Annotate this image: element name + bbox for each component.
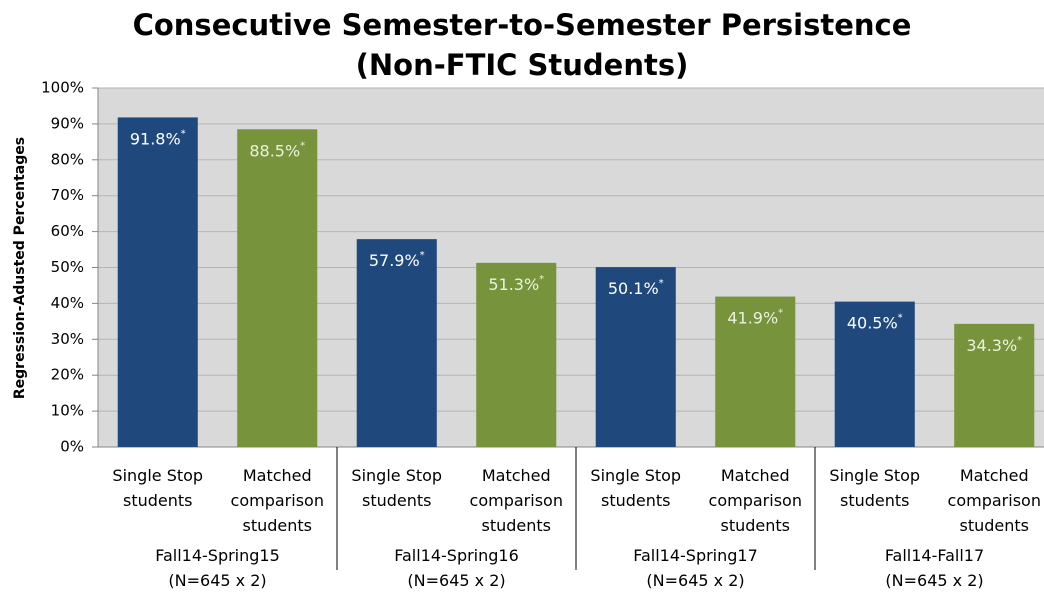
data-label-value: 91.8% [130,129,181,148]
data-label: 57.9%* [369,250,425,270]
y-tick-label: 20% [51,366,84,384]
chart-title: Consecutive Semester-to-Semester Persist… [133,8,912,42]
bar [954,323,1035,447]
data-label-marker: * [778,308,783,319]
data-label: 51.3%* [488,274,544,294]
group-sublabel: (N=645 x 2) [407,571,506,590]
x-tick-label: Matched comparison students [230,466,324,535]
group-sublabel: (N=645 x 2) [646,571,745,590]
bar [595,267,676,447]
data-label: 40.5%* [847,313,903,333]
data-label-marker: * [181,128,186,139]
group-label: Fall14-Spring16 [394,546,519,565]
y-tick-label: 60% [51,222,84,240]
data-label-marker: * [898,313,903,324]
data-label-value: 50.1% [608,279,659,298]
group-label: Fall14-Spring17 [633,546,758,565]
data-label-marker: * [539,274,544,285]
bar [117,117,198,448]
data-label-value: 51.3% [488,274,539,293]
data-label: 34.3%* [966,335,1022,355]
group-label: Fall14-Spring15 [155,546,280,565]
bar [834,301,915,447]
chart-title: (Non-FTIC Students) [356,48,689,82]
data-label: 88.5%* [249,140,305,160]
y-tick-label: 90% [51,114,84,132]
x-tick-label: Single Stop students [590,466,682,510]
data-label-marker: * [300,140,305,151]
y-axis-title: Regression-Adusted Percentages [12,137,28,399]
data-label-marker: * [1017,335,1022,346]
y-tick-label: 0% [60,438,84,456]
x-tick-label: Matched comparison students [947,466,1041,535]
data-label: 91.8%* [130,128,186,148]
data-label-value: 57.9% [369,251,420,270]
y-tick-label: 100% [41,79,84,97]
bar [476,262,557,447]
data-label-value: 40.5% [847,313,898,332]
data-label-value: 88.5% [249,141,300,160]
y-tick-label: 30% [51,330,84,348]
group-label: Fall14-Fall17 [884,546,985,565]
data-label-value: 34.3% [966,335,1017,354]
group-sublabel: (N=645 x 2) [885,571,984,590]
y-tick-label: 10% [51,402,84,420]
data-label: 50.1%* [608,278,664,298]
data-label-value: 41.9% [727,308,778,327]
y-tick-label: 50% [51,258,84,276]
x-tick-label: Matched comparison students [469,466,563,535]
bar [715,296,796,447]
data-label-marker: * [659,278,664,289]
x-tick-label: Single Stop students [829,466,921,510]
y-tick-label: 70% [51,186,84,204]
data-label-marker: * [420,250,425,261]
data-label: 41.9%* [727,308,783,328]
x-tick-label: Single Stop students [351,466,443,510]
y-tick-label: 80% [51,150,84,168]
y-tick-label: 40% [51,294,84,312]
group-sublabel: (N=645 x 2) [168,571,267,590]
x-tick-label: Matched comparison students [708,466,802,535]
bar [237,129,318,447]
x-tick-label: Single Stop students [112,466,204,510]
bar [356,239,437,447]
